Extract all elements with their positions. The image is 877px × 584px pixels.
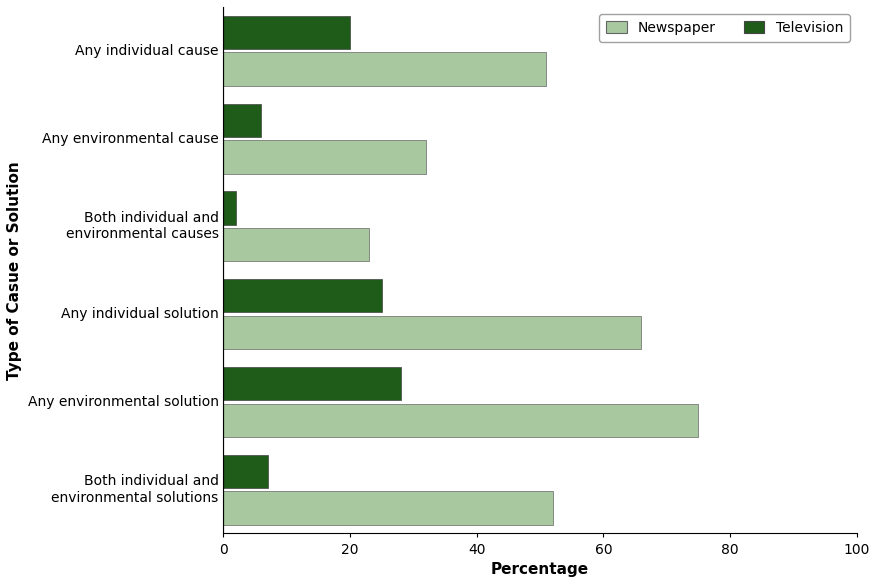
Bar [224,16,350,49]
Bar [224,279,381,312]
Bar [224,192,236,225]
Y-axis label: Type of Casue or Solution: Type of Casue or Solution [7,161,22,380]
Bar [224,140,426,173]
Bar [224,367,401,400]
Bar [224,454,267,488]
X-axis label: Percentage: Percentage [491,562,589,577]
Bar [224,404,698,437]
Legend: Newspaper, Television: Newspaper, Television [599,14,850,42]
Bar [224,53,546,86]
Bar [224,491,553,524]
Bar [224,103,261,137]
Bar [224,228,369,262]
Bar [224,316,641,349]
